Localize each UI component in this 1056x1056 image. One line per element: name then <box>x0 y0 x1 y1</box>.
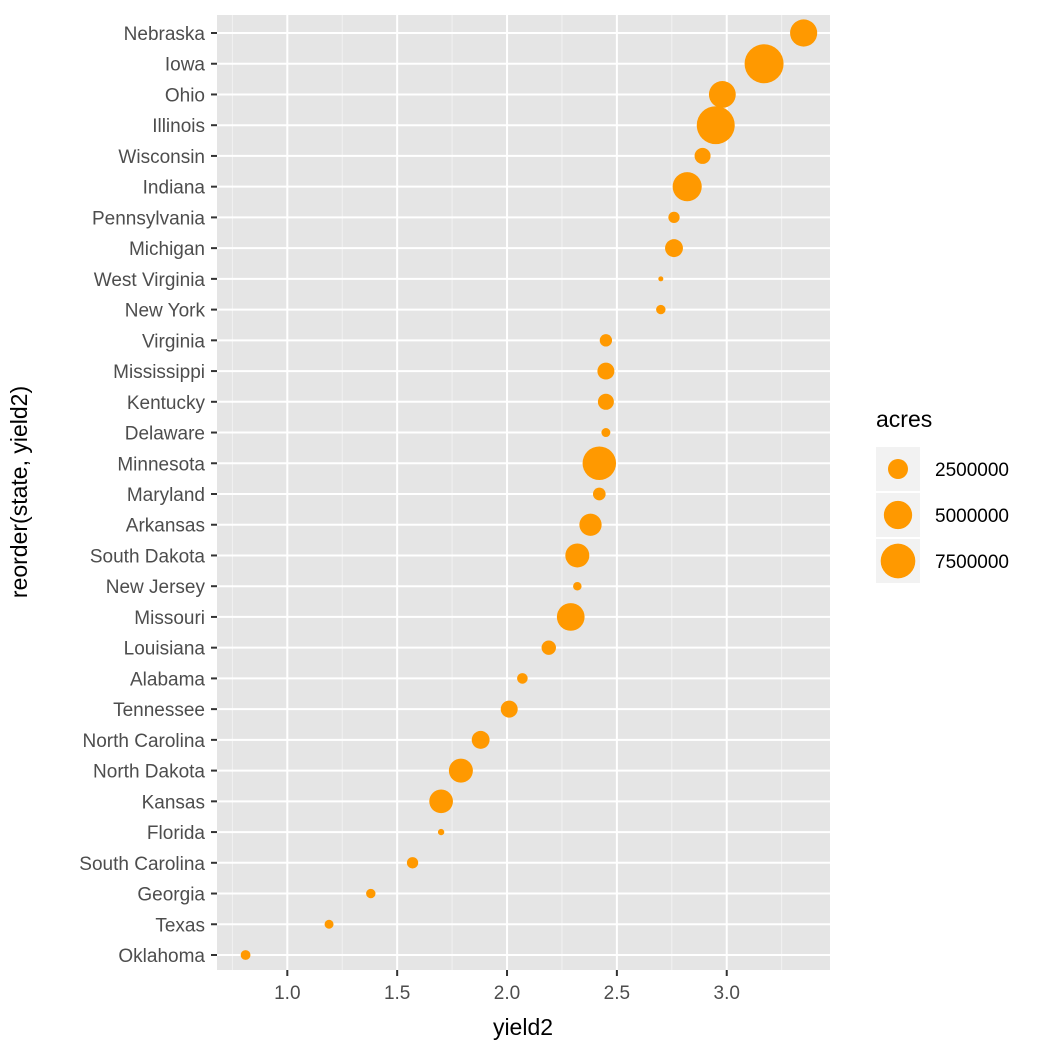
data-point <box>429 789 453 814</box>
data-point <box>592 487 606 501</box>
y-tick-label: Ohio <box>165 85 205 106</box>
data-point <box>656 304 666 315</box>
y-tick-label: Oklahoma <box>118 946 205 967</box>
legend-label: 5000000 <box>935 506 1009 527</box>
data-point <box>582 446 617 481</box>
y-tick-label: Texas <box>155 915 205 936</box>
data-point <box>744 44 784 84</box>
data-point <box>665 239 683 258</box>
size-legend: acres 2500000 5000000 7500000 <box>876 406 1009 583</box>
data-point <box>579 513 602 536</box>
legend-key-point <box>880 543 916 579</box>
data-point <box>790 19 818 47</box>
y-tick-label: Delaware <box>125 424 205 445</box>
data-point <box>672 172 702 202</box>
y-tick-label: Michigan <box>129 239 205 260</box>
y-tick-label: Pennsylvania <box>92 208 205 229</box>
legend-key-point <box>887 458 909 480</box>
x-tick-label: 3.0 <box>714 983 740 1004</box>
data-point <box>668 211 680 224</box>
y-tick-label: Georgia <box>137 885 205 906</box>
data-point <box>366 888 376 899</box>
data-point <box>597 362 615 380</box>
data-point <box>599 334 613 347</box>
y-tick-label: Illinois <box>152 116 205 137</box>
y-tick-label: Virginia <box>142 331 205 352</box>
y-tick-label: Florida <box>147 823 206 844</box>
y-tick-label: Minnesota <box>117 454 205 475</box>
x-tick-label: 1.5 <box>384 983 410 1004</box>
data-point <box>324 919 334 929</box>
y-tick-label: Kentucky <box>127 393 206 414</box>
data-point <box>601 428 611 438</box>
y-axis: Oklahoma Texas Georgia South Carolina Florid… <box>79 24 217 967</box>
y-tick-label: Louisiana <box>124 639 206 660</box>
y-axis-title: reorder(state, yield2) <box>6 386 32 598</box>
y-tick-label: Maryland <box>127 485 205 506</box>
data-point <box>541 640 556 655</box>
data-point <box>658 276 664 282</box>
legend-key-point <box>883 500 913 530</box>
y-tick-label: New Jersey <box>106 577 206 598</box>
y-tick-label: New York <box>125 301 206 322</box>
data-point <box>708 81 736 108</box>
y-tick-label: Missouri <box>134 608 205 629</box>
data-point <box>565 543 590 568</box>
y-tick-label: Arkansas <box>126 516 205 537</box>
data-point <box>471 730 490 749</box>
x-axis-title: yield2 <box>493 1014 553 1040</box>
y-tick-label: Tennessee <box>113 700 205 721</box>
data-points <box>240 19 818 960</box>
y-tick-label: Alabama <box>130 669 205 690</box>
data-point <box>437 828 445 836</box>
y-tick-label: South Carolina <box>79 854 205 875</box>
y-tick-label: Kansas <box>142 792 205 813</box>
legend-label: 2500000 <box>935 460 1009 481</box>
y-tick-label: Iowa <box>165 55 206 76</box>
y-tick-label: North Carolina <box>83 731 206 752</box>
y-tick-label: Nebraska <box>124 24 206 45</box>
panel-background <box>217 15 830 970</box>
x-tick-label: 2.5 <box>604 983 630 1004</box>
data-point <box>517 673 528 684</box>
y-tick-label: Mississippi <box>113 362 205 383</box>
data-point <box>556 603 585 631</box>
data-point <box>597 393 614 410</box>
data-point <box>240 950 251 960</box>
x-tick-label: 2.0 <box>494 983 520 1004</box>
data-point <box>696 106 735 145</box>
data-point <box>448 758 473 783</box>
legend-title: acres <box>876 406 932 432</box>
y-tick-label: South Dakota <box>90 546 206 567</box>
x-axis: 1.0 1.5 2.0 2.5 3.0 <box>274 970 740 1004</box>
data-point <box>573 581 582 591</box>
legend-label: 7500000 <box>935 552 1009 573</box>
y-tick-label: Wisconsin <box>118 147 205 168</box>
y-tick-label: Indiana <box>143 178 206 199</box>
data-point <box>406 857 419 869</box>
y-tick-label: North Dakota <box>93 762 205 783</box>
data-point <box>500 700 518 718</box>
x-tick-label: 1.0 <box>274 983 300 1004</box>
data-point <box>694 147 711 164</box>
y-tick-label: West Virginia <box>94 270 206 291</box>
